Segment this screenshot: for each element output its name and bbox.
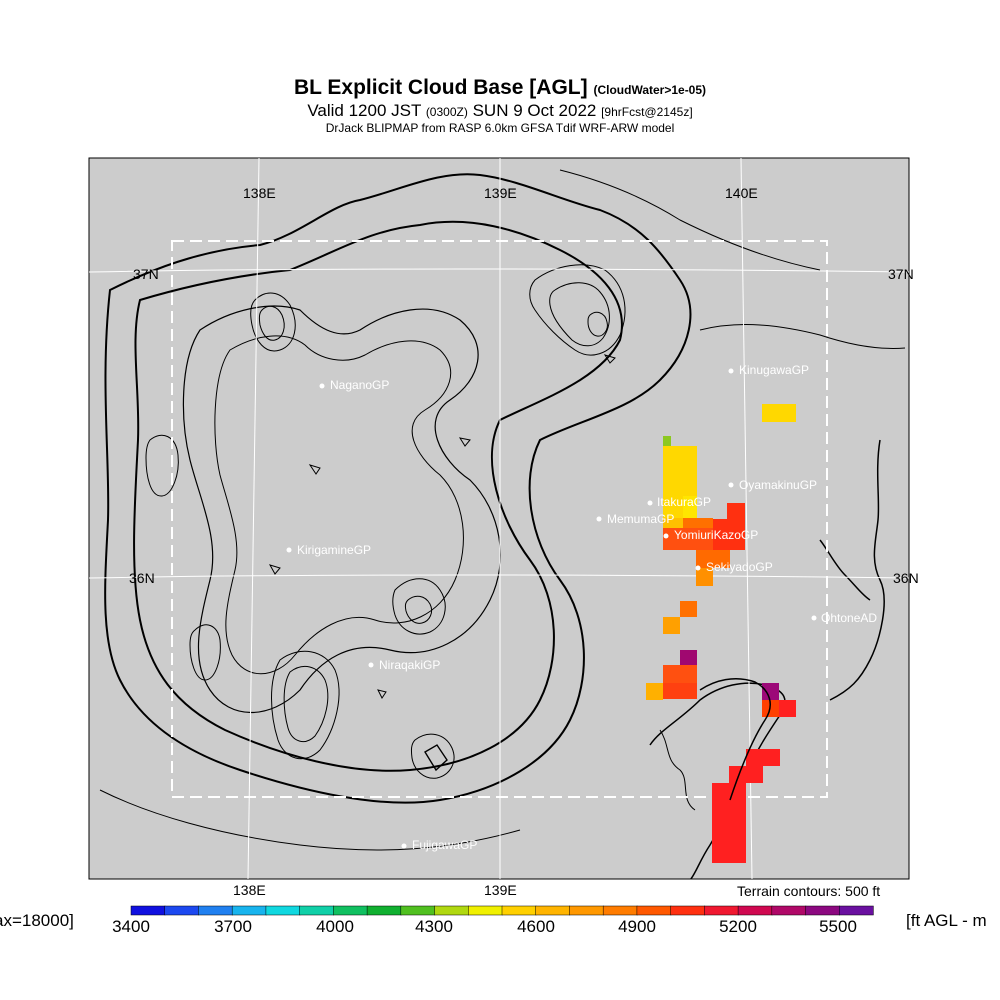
- station-dot-ohtone: [811, 615, 817, 621]
- colorbar-tick-label: 3400: [112, 917, 150, 936]
- colorbar-swatch: [704, 905, 739, 916]
- map-panel: [88, 157, 910, 880]
- forecast-info: [9hrFcst@2145z]: [601, 105, 693, 119]
- inner-domain-box: [171, 240, 828, 798]
- lon-label-140e-top: 140E: [725, 185, 758, 201]
- station-label-kinugawa: KinugawaGP: [739, 363, 810, 377]
- colorbar-right-label: [ft AGL - m: [906, 911, 987, 930]
- colorbar-tick-label: 4900: [618, 917, 656, 936]
- lat-label-36n-left: 36N: [129, 570, 155, 586]
- colorbar-swatch: [299, 905, 335, 916]
- station-dot-sekiyado: [695, 565, 701, 571]
- colorbar-swatch: [535, 905, 571, 916]
- valid-date: SUN 9 Oct 2022: [472, 101, 597, 120]
- title-main-note: (CloudWater>1e-05): [593, 83, 707, 97]
- colorbar-tick-label: 4000: [316, 917, 354, 936]
- station-dot-fujigawa: [401, 843, 407, 849]
- colorbar-swatch: [265, 905, 301, 916]
- cloud-base-cells: [646, 404, 796, 863]
- terrain-contours: [99, 169, 906, 879]
- lat-label-37n-right: 37N: [888, 266, 914, 282]
- valid-time-line: Valid 1200 JST (0300Z) SUN 9 Oct 2022 [9…: [0, 101, 1000, 121]
- colorbar-swatch: [468, 905, 503, 916]
- colorbar-swatch: [434, 905, 469, 916]
- station-dot-nagano: [319, 383, 325, 389]
- station-label-niraqaki: NiraqakiGP: [379, 658, 441, 672]
- colorbar-tick-label: 4300: [415, 917, 453, 936]
- colorbar-swatch: [400, 905, 436, 916]
- station-label-fujigawa: FujigawaGP: [412, 838, 478, 852]
- colorbar: [130, 905, 874, 916]
- station-label-itakura: ItakuraGP: [657, 495, 712, 509]
- lon-label-138e-bottom: 138E: [233, 882, 266, 898]
- station-dot-niraqaki: [368, 662, 374, 668]
- station-dot-oyamakinu: [728, 482, 734, 488]
- station-label-ohtone: OhtoneAD: [821, 611, 878, 625]
- colorbar-swatch: [569, 905, 604, 916]
- model-info: DrJack BLIPMAP from RASP 6.0km GFSA Tdif…: [325, 121, 675, 135]
- station-markers: [286, 368, 817, 849]
- colorbar-swatch: [636, 905, 672, 916]
- colorbar-swatch: [839, 905, 874, 916]
- station-label-yomiurikazo: YomiuriKazoGP: [674, 528, 759, 542]
- station-label-sekiyado: SekiyadoGP: [706, 560, 773, 574]
- colorbar-swatch: [805, 905, 840, 916]
- colorbar-tick-label: 4600: [517, 917, 555, 936]
- colorbar-swatch: [366, 905, 402, 916]
- colorbar-swatch: [130, 905, 166, 916]
- valid-label: Valid 1200 JST: [307, 101, 422, 120]
- colorbar-swatch: [198, 905, 233, 916]
- colorbar-swatch: [333, 905, 368, 916]
- colorbar-tick-label: 5200: [719, 917, 757, 936]
- station-dot-memuma: [596, 516, 602, 522]
- colorbar-swatch: [231, 905, 267, 916]
- lat-label-36n-right: 36N: [893, 570, 919, 586]
- station-dot-itakura: [647, 500, 653, 506]
- colorbar-swatch: [771, 905, 807, 916]
- station-label-memuma: MemumaGP: [607, 512, 675, 526]
- station-dot-kinugawa: [728, 368, 734, 374]
- colorbar-left-label: ax=18000]: [0, 911, 74, 930]
- lon-label-139e-bottom: 139E: [484, 882, 517, 898]
- title-main: BL Explicit Cloud Base [AGL]: [293, 76, 588, 99]
- station-label-nagano: NaganoGP: [330, 378, 390, 392]
- bay-coastline: [699, 678, 771, 801]
- colorbar-tick-label: 3700: [214, 917, 252, 936]
- station-dot-yomiurikazo: [663, 533, 669, 539]
- colorbar-tick-label: 5500: [819, 917, 857, 936]
- colorbar-swatch: [164, 905, 200, 916]
- station-label-oyamakinu: OyamakinuGP: [739, 478, 818, 492]
- lon-label-138e-top: 138E: [243, 185, 276, 201]
- valid-utc: (0300Z): [425, 105, 468, 119]
- colorbar-swatch: [602, 905, 638, 916]
- colorbar-swatch: [501, 905, 537, 916]
- colorbar-swatch: [737, 905, 773, 916]
- lon-label-139e-top: 139E: [484, 185, 517, 201]
- terrain-contour-note: Terrain contours: 500 ft: [737, 883, 881, 899]
- station-label-kirigamine: KirigamineGP: [297, 543, 372, 557]
- lat-label-37n-left: 37N: [133, 266, 159, 282]
- map-title: BL Explicit Cloud Base [AGL] (CloudWater…: [0, 76, 1000, 100]
- station-dot-kirigamine: [286, 547, 292, 553]
- colorbar-swatch: [670, 905, 706, 916]
